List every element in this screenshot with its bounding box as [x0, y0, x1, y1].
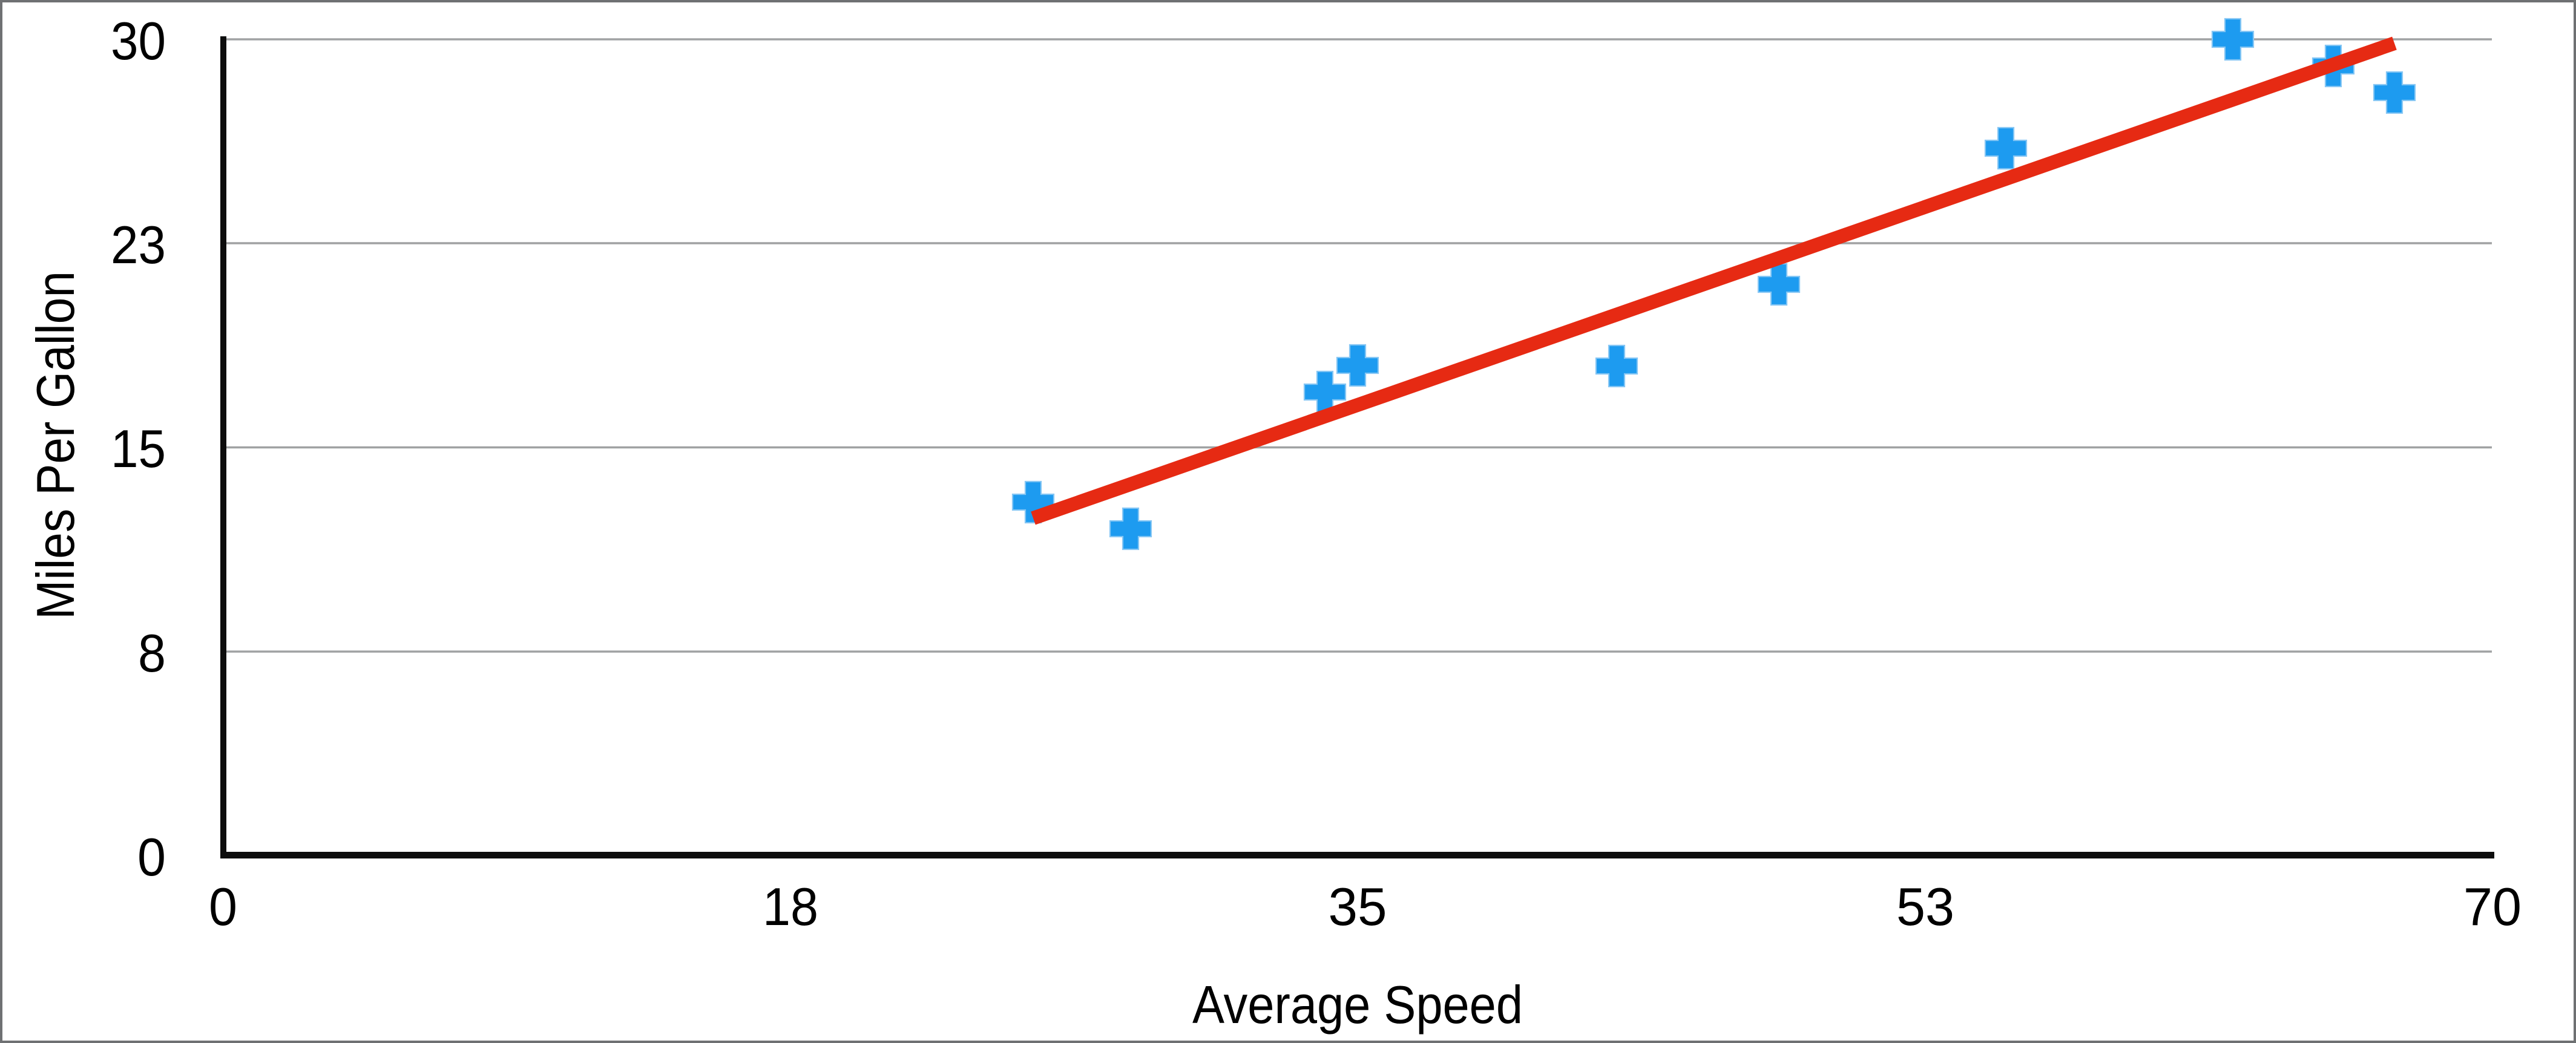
svg-text:Average Speed: Average Speed: [1192, 975, 1523, 1035]
svg-text:0: 0: [137, 827, 166, 887]
svg-text:18: 18: [763, 877, 818, 937]
svg-text:23: 23: [111, 215, 166, 275]
svg-text:15: 15: [111, 419, 166, 479]
svg-text:8: 8: [138, 623, 166, 683]
svg-text:30: 30: [111, 11, 166, 71]
svg-text:35: 35: [1329, 877, 1387, 937]
svg-text:Miles Per Gallon: Miles Per Gallon: [25, 271, 85, 620]
svg-text:0: 0: [209, 877, 237, 937]
svg-text:70: 70: [2463, 877, 2522, 937]
svg-text:53: 53: [1896, 877, 1954, 937]
